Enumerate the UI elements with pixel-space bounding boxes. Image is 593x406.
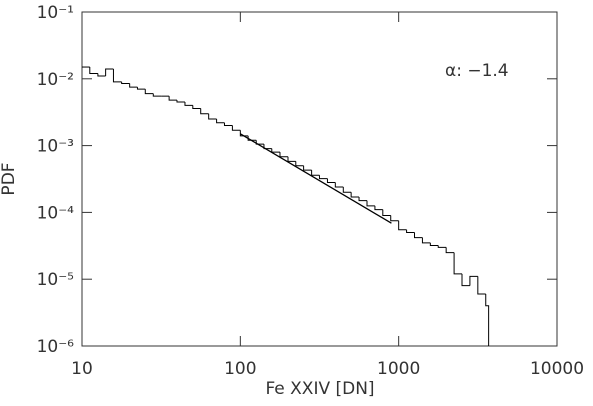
histogram-step <box>129 83 138 88</box>
histogram-step <box>271 148 280 153</box>
x-tick-label: 1000 <box>377 359 420 379</box>
histogram-step <box>485 294 490 346</box>
histogram-step <box>184 101 193 106</box>
y-axis-label: PDF <box>0 162 19 195</box>
annotation: α: −1.4 <box>445 61 509 81</box>
histogram-step <box>421 237 431 244</box>
histogram-step <box>223 122 233 126</box>
histogram-step <box>469 275 478 286</box>
histogram-step <box>152 93 162 97</box>
histogram-step <box>477 276 486 295</box>
x-axis-label: Fe XXIV [DN] <box>265 379 374 399</box>
histogram-step <box>255 140 264 145</box>
histogram-step <box>89 67 98 75</box>
histogram-step <box>350 192 360 198</box>
y-tick-label: 10⁻⁶ <box>37 337 75 357</box>
histogram-step <box>279 152 288 158</box>
histogram-step <box>176 100 185 103</box>
histogram-step <box>263 144 272 150</box>
histogram-step <box>382 209 391 216</box>
x-tick-label: 100 <box>224 359 256 379</box>
histogram-step <box>287 156 296 162</box>
histogram-step <box>112 69 122 83</box>
fit-line <box>240 133 392 224</box>
histogram-step <box>318 175 328 180</box>
histogram-step <box>311 170 320 176</box>
histogram-step <box>97 73 106 77</box>
histogram-step <box>390 215 399 222</box>
histogram-step <box>334 182 344 188</box>
y-tick-label: 10⁻⁵ <box>37 270 74 290</box>
histogram-step <box>326 178 336 184</box>
y-tick-label: 10⁻² <box>37 70 74 90</box>
histogram-step <box>461 273 470 287</box>
x-tick-label: 10 <box>71 359 93 379</box>
histogram-step <box>200 108 209 115</box>
histogram-step <box>136 87 146 90</box>
histogram-step <box>247 135 257 141</box>
histogram-step <box>231 125 241 131</box>
histogram-step <box>437 245 447 248</box>
histogram-step <box>121 81 130 85</box>
histogram-step <box>414 232 423 239</box>
x-tick-label: 10000 <box>530 359 584 379</box>
y-tick-label: 10⁻¹ <box>37 3 74 23</box>
histogram-step <box>192 105 201 109</box>
histogram-step <box>303 165 312 171</box>
histogram-step <box>445 247 455 254</box>
histogram-step <box>239 130 249 137</box>
histogram-step <box>453 252 463 275</box>
histogram-step <box>398 220 407 231</box>
histogram-step <box>168 96 177 101</box>
histogram-step <box>366 200 375 207</box>
y-tick-label: 10⁻⁴ <box>37 203 75 223</box>
histogram-step <box>374 205 383 211</box>
histogram-step <box>208 113 217 120</box>
plot-frame <box>81 11 558 347</box>
histogram-step <box>295 161 304 167</box>
histogram-step <box>406 229 415 234</box>
histogram-step <box>358 197 368 202</box>
histogram-step <box>342 187 352 193</box>
histogram-step <box>105 68 114 77</box>
histogram-step <box>144 89 154 95</box>
y-tick-label: 10⁻³ <box>37 137 74 157</box>
histogram-step <box>216 119 225 124</box>
histogram-step <box>429 242 439 246</box>
